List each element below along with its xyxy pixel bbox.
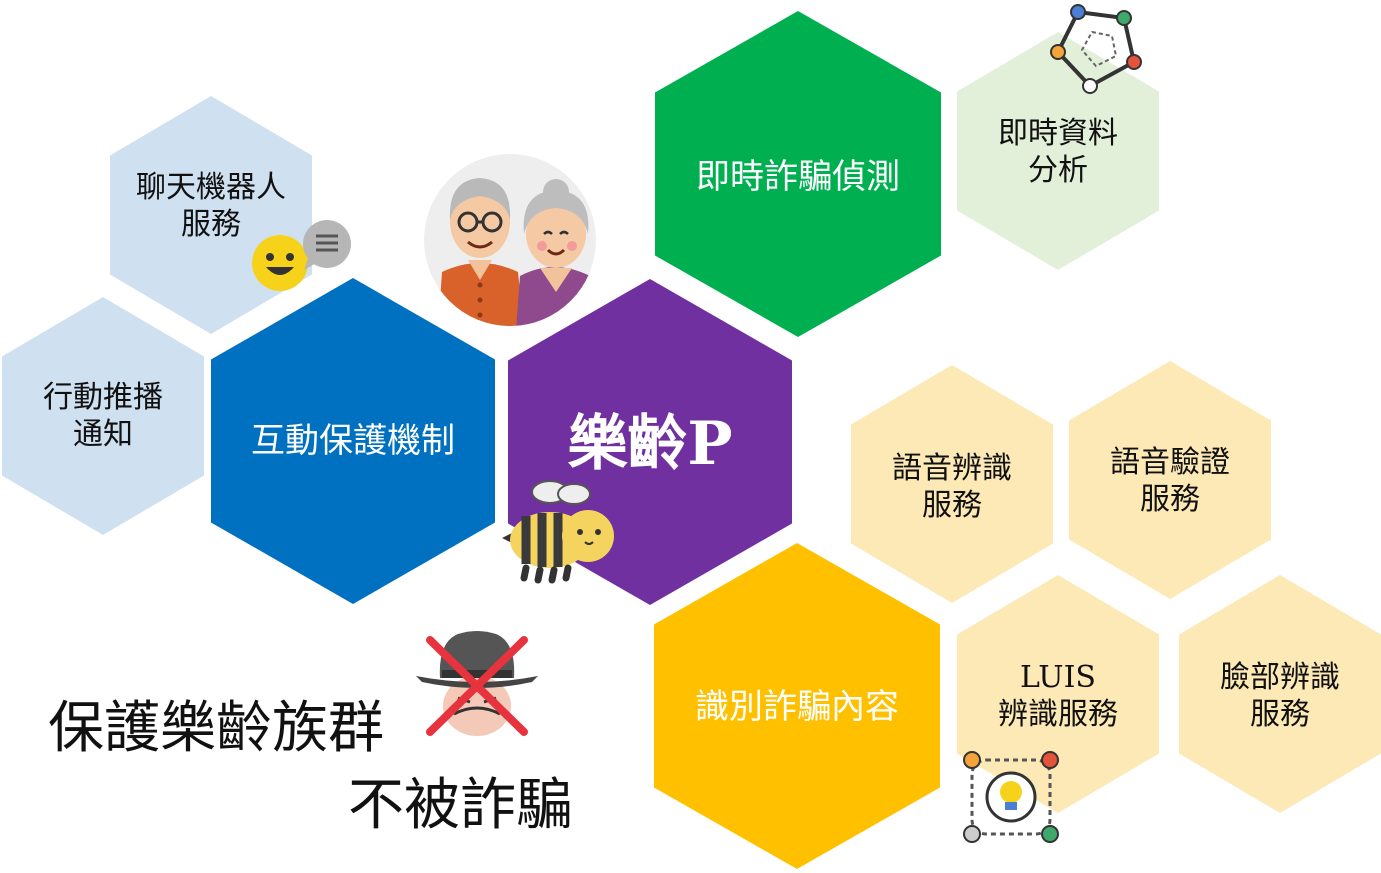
hex-fraud-detection-line1: 即時詐騙偵測 <box>696 156 900 197</box>
hex-face-recognition: 臉部辨識 服務 <box>1179 575 1381 813</box>
hex-realtime-data: 即時資料 分析 <box>957 32 1159 270</box>
hex-fraud-detection-shape <box>655 11 941 337</box>
hex-luis: LUIS 辨識服務 <box>957 575 1159 813</box>
hex-face-recognition-label: 臉部辨識 服務 <box>1179 656 1381 736</box>
hex-realtime-data-shape <box>957 32 1159 270</box>
hex-luis-line2: 辨識服務 <box>998 697 1118 732</box>
hex-identify-content: 識別詐騙內容 <box>654 543 940 869</box>
hex-speech-recognition-shape <box>851 365 1053 603</box>
hex-voice-verification-fill <box>1069 361 1271 599</box>
hex-realtime-data-fill <box>957 32 1159 270</box>
hex-speech-recognition-fill <box>851 365 1053 603</box>
hex-luis-shape <box>957 575 1159 813</box>
hex-face-recognition-line1: 臉部辨識 <box>1220 659 1340 695</box>
hex-voice-verification-line2: 服務 <box>1140 482 1200 517</box>
slogan-line2: 不被詐騙 <box>348 773 572 838</box>
hex-face-recognition-line2: 服務 <box>1250 697 1310 732</box>
hex-fraud-detection-label: 即時詐騙偵測 <box>655 147 941 207</box>
hex-realtime-data-label: 即時資料 分析 <box>957 112 1159 192</box>
hex-voice-verification-line1: 語音驗證 <box>1110 444 1230 480</box>
hex-chatbot-line2: 服務 <box>181 207 241 242</box>
hex-speech-recognition-label: 語音辨識 服務 <box>851 447 1053 527</box>
hex-luis-line1: LUIS <box>1020 659 1096 695</box>
hex-face-recognition-shape <box>1179 575 1381 813</box>
hex-push-notify-fill <box>2 297 204 535</box>
hex-push-notify: 行動推播 通知 <box>2 297 204 535</box>
hex-identify-content-fill <box>654 543 940 869</box>
hex-center-label: 樂齡P <box>508 407 792 481</box>
hex-luis-label: LUIS 辨識服務 <box>957 656 1159 736</box>
hex-chatbot-label: 聊天機器人 服務 <box>110 166 312 246</box>
hex-voice-verification-shape <box>1069 361 1271 599</box>
hex-speech-recognition-line2: 服務 <box>922 488 982 523</box>
hex-push-notify-shape <box>2 297 204 535</box>
hex-push-notify-line2: 通知 <box>73 417 133 452</box>
hex-voice-verification-label: 語音驗證 服務 <box>1069 441 1271 521</box>
hex-interactive-protection-label: 互動保護機制 <box>211 411 495 471</box>
hex-speech-recognition: 語音辨識 服務 <box>851 365 1053 603</box>
hex-interactive-protection-line1: 互動保護機制 <box>251 420 455 461</box>
hex-luis-fill <box>957 575 1159 813</box>
chat-bubble-icon <box>303 220 351 270</box>
hex-push-notify-line1: 行動推播 <box>43 379 163 415</box>
hex-realtime-data-line1: 即時資料 <box>998 115 1118 151</box>
hex-voice-verification: 語音驗證 服務 <box>1069 361 1271 599</box>
hex-realtime-data-line2: 分析 <box>1028 153 1088 188</box>
slogan-line1: 保護樂齡族群 <box>48 696 384 761</box>
hex-identify-content-shape <box>654 543 940 869</box>
hex-speech-recognition-line1: 語音辨識 <box>892 450 1012 486</box>
hex-identify-content-line1: 識別詐騙內容 <box>695 686 899 727</box>
hex-identify-content-label: 識別詐騙內容 <box>654 677 940 737</box>
elderly-couple-icon <box>424 154 596 326</box>
hex-interactive-protection: 互動保護機制 <box>211 278 495 604</box>
hex-fraud-detection: 即時詐騙偵測 <box>655 11 941 337</box>
hex-interactive-protection-fill <box>211 278 495 604</box>
scammer-crossed-icon <box>416 631 538 736</box>
hex-face-recognition-fill <box>1179 575 1381 813</box>
hex-push-notify-label: 行動推播 通知 <box>2 376 204 456</box>
chatbot-face-icon <box>252 235 308 291</box>
bee-icon <box>502 480 614 584</box>
hex-center-title: 樂齡P <box>567 408 733 479</box>
hex-fraud-detection-fill <box>655 11 941 337</box>
hex-chatbot-line1: 聊天機器人 <box>136 169 286 205</box>
data-cycle-icon <box>1050 4 1142 94</box>
lightbulb-cycle-icon <box>963 751 1059 843</box>
hex-interactive-protection-shape <box>211 278 495 604</box>
